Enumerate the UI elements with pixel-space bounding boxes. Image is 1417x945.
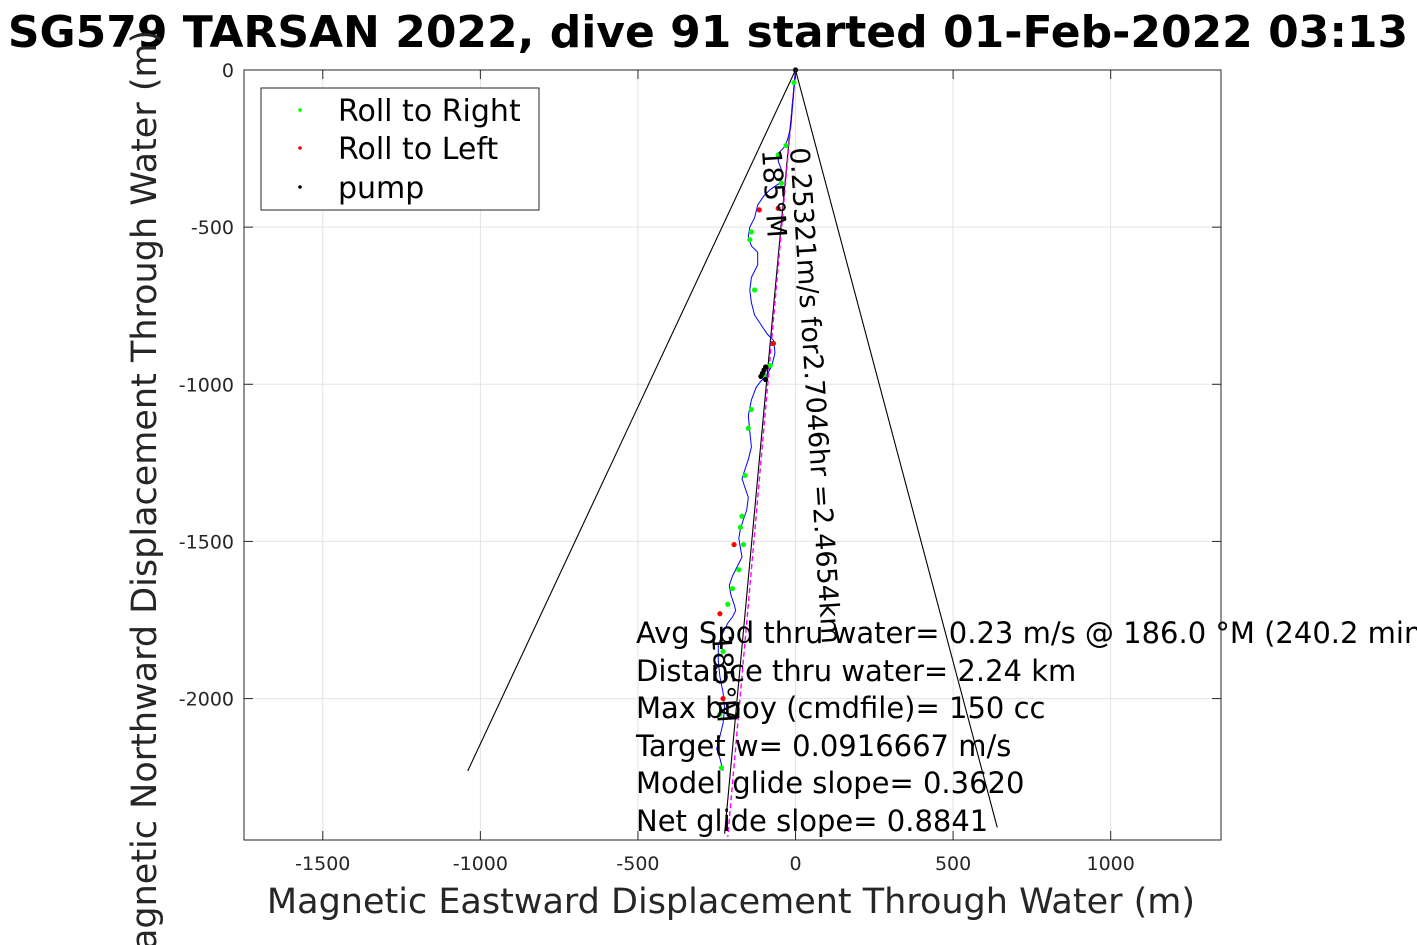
x-tick-label: 1000	[1087, 853, 1135, 875]
marker-rollright	[729, 585, 736, 592]
legend-marker-pump	[298, 185, 302, 189]
reference-lines	[467, 69, 998, 837]
stat-avg-speed: Avg Spd thru water= 0.23 m/s @ 186.0 °M …	[636, 616, 1417, 650]
marker-pump	[758, 373, 764, 380]
marker-rollright	[791, 79, 797, 86]
marker-rollright	[736, 567, 742, 573]
legend-label-roll-right: Roll to Right	[338, 94, 521, 129]
track-line	[716, 69, 796, 772]
marker-rollright	[778, 180, 784, 186]
stat-net-glide: Net glide slope= 0.8841	[636, 804, 988, 838]
marker-rollright	[717, 711, 723, 717]
marker-rollright	[739, 513, 745, 519]
x-tick-label: -1500	[295, 853, 350, 875]
y-tick-label: -500	[191, 217, 234, 239]
line-current	[727, 69, 797, 837]
heading-annotation-top: 185°M	[755, 148, 792, 238]
y-axis-ticks: 0 -500 -1000 -1500 -2000	[179, 60, 1221, 711]
marker-rollright	[745, 425, 751, 431]
marker-rollleft	[770, 340, 777, 347]
marker-rollright	[751, 287, 758, 293]
y-tick-label: 0	[222, 60, 234, 82]
x-tick-label: 500	[935, 853, 971, 875]
marker-rollright	[725, 601, 731, 607]
chart-title: SG579 TARSAN 2022, dive 91 started 01-Fe…	[8, 7, 1408, 58]
marker-rollright	[783, 142, 789, 149]
marker-rollright	[720, 648, 726, 655]
x-axis-label: Magnetic Eastward Displacement Through W…	[267, 882, 1195, 922]
x-tick-label: 0	[789, 853, 801, 875]
track-series	[716, 69, 796, 772]
marker-rollright	[748, 229, 755, 235]
stat-distance: Distance thru water= 2.24 km	[636, 654, 1076, 688]
marker-rollleft	[775, 205, 781, 211]
y-axis-label: Magnetic Northward Displacement Through …	[125, 30, 165, 945]
x-tick-label: -500	[616, 853, 659, 875]
heading-annotation-bottom: 185°M	[705, 633, 742, 723]
stat-max-buoy: Max buoy (cmdfile)= 150 cc	[636, 691, 1045, 725]
legend-marker-roll-left	[298, 146, 302, 150]
x-axis-ticks: -1500 -1000 -500 0 500 1000	[295, 70, 1135, 875]
legend: Roll to Right Roll to Left pump	[260, 87, 540, 211]
marker-rollleft	[720, 695, 726, 702]
stat-target-w: Target w= 0.0916667 m/s	[635, 729, 1011, 763]
marker-rollright	[767, 362, 773, 369]
legend-label-roll-left: Roll to Left	[338, 132, 498, 167]
y-tick-label: -2000	[179, 689, 234, 711]
marker-rollleft	[717, 611, 723, 617]
marker-rollright	[748, 406, 755, 413]
marker-series	[717, 67, 799, 771]
marker-rollright	[742, 472, 748, 479]
line-cone-left	[467, 69, 797, 772]
y-tick-label: -1500	[179, 531, 234, 553]
x-tick-label: -1000	[453, 853, 508, 875]
stats-block: Avg Spd thru water= 0.23 m/s @ 186.0 °M …	[635, 616, 1417, 838]
line-cone-right	[795, 69, 998, 828]
marker-rollright	[775, 152, 781, 158]
legend-box	[260, 87, 540, 211]
marker-rollright	[747, 237, 753, 243]
legend-marker-roll-right	[298, 108, 302, 112]
line-heading	[724, 69, 797, 834]
marker-rollleft	[756, 207, 762, 213]
marker-rollleft	[731, 541, 737, 548]
marker-rollright	[737, 524, 743, 530]
marker-rollright	[718, 765, 725, 771]
y-tick-label: -1000	[179, 374, 234, 396]
plot-frame	[243, 69, 1222, 841]
marker-rollright	[740, 541, 747, 548]
grid	[244, 69, 1221, 840]
legend-label-pump: pump	[338, 171, 424, 206]
marker-pump	[762, 376, 769, 383]
stat-model-glide: Model glide slope= 0.3620	[636, 766, 1024, 800]
